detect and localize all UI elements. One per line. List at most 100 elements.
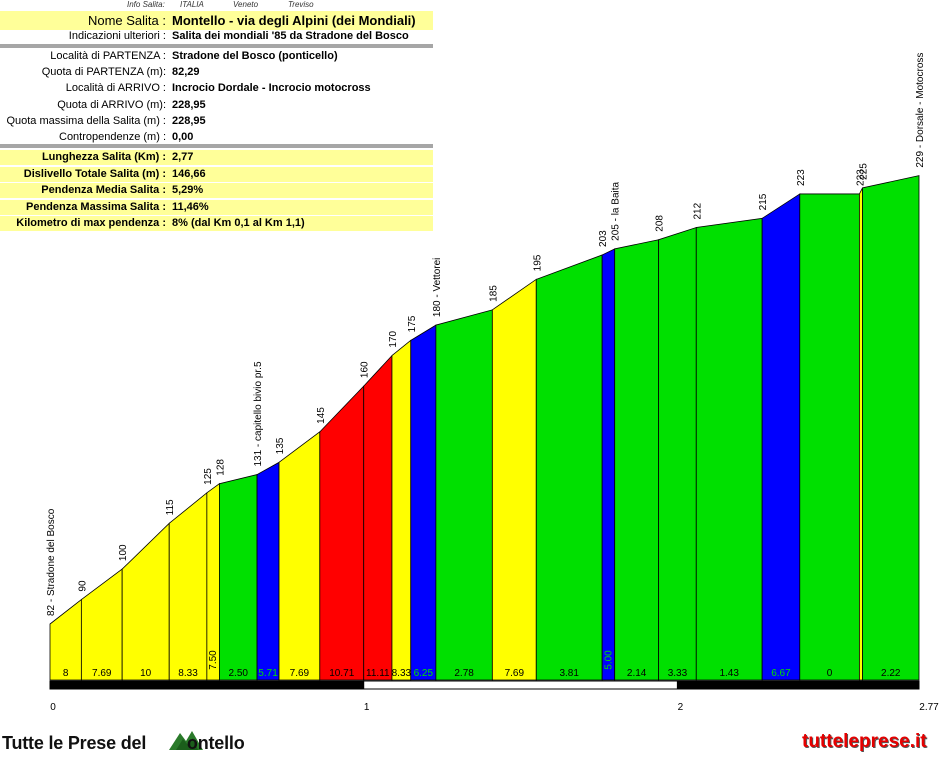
profile-segment — [319, 385, 365, 681]
info-header-1: ITALIA — [180, 0, 204, 9]
stat-label: Pendenza Massima Salita : — [26, 200, 166, 213]
altitude-label: 135 — [275, 437, 286, 454]
profile-segment — [862, 175, 920, 681]
altitude-label: 215 — [758, 193, 769, 210]
profile-segment — [695, 217, 763, 681]
altitude-label: 223 — [796, 169, 807, 186]
info-row: Località di ARRIVO : Incrocio Dordale - I… — [0, 81, 433, 96]
scale-bar-block — [363, 680, 678, 690]
profile-segment — [121, 522, 170, 681]
grade-label: 10 — [140, 668, 152, 679]
altitude-label: 145 — [316, 407, 327, 424]
profile-segment — [256, 461, 280, 681]
grade-label: 6.67 — [771, 668, 791, 679]
grade-label: 10.71 — [329, 668, 354, 679]
climb-name-row: Nome Salita : Montello - via degli Alpin… — [0, 11, 433, 30]
profile-segment — [658, 226, 697, 681]
website-link[interactable]: tutteleprese.it — [802, 731, 927, 752]
stat-value: 146,66 — [172, 167, 206, 180]
brand-suffix: ontello — [186, 733, 245, 753]
info-value: Stradone del Bosco (ponticello) — [172, 50, 338, 62]
profile-segment — [363, 354, 393, 681]
altitude-label: 212 — [692, 202, 703, 219]
info-label: Quota di PARTENZA (m): — [41, 66, 166, 79]
altitude-label: 131 - capitello bivio pr.5 — [253, 361, 264, 467]
grade-labels: 8 7.69 10 8.337.502.50 5.71 7.69 10.71 11.11 8.3… — [63, 650, 901, 679]
profile-segment — [435, 309, 493, 681]
km-tick-label: 0 — [50, 702, 56, 713]
grade-label: 5.00 — [603, 650, 614, 670]
grade-label: 7.69 — [92, 668, 112, 679]
info-label: Località di ARRIVO : — [65, 82, 166, 95]
grade-label: 8.33 — [178, 668, 198, 679]
stat-label: Lunghezza Salita (Km) : — [41, 151, 166, 163]
info-header-2: Veneto — [233, 0, 259, 9]
grade-label: 6.25 — [414, 668, 434, 679]
info-value: 0,00 — [172, 131, 194, 143]
altitude-label: 115 — [165, 499, 176, 515]
info-value: 82,29 — [172, 66, 200, 79]
profile-segment — [799, 193, 860, 681]
scale-bar-block — [49, 680, 365, 690]
grade-label: 2.22 — [881, 668, 901, 679]
altitude-label: 125 — [203, 468, 214, 485]
stat-value: 5,29% — [172, 184, 204, 197]
km-tick-labels: 0 1 2 2.77 — [50, 702, 939, 713]
info-row: Contropendenze (m) : 0,00 — [0, 130, 433, 145]
profile-segment — [535, 254, 603, 681]
separator — [0, 44, 433, 48]
altitude-label: 82 - Stradone del Bosco — [46, 508, 57, 616]
stat-value: 8% (dal Km 0,1 al Km 1,1) — [172, 217, 305, 230]
stat-label: Dislivello Totale Salita (m) : — [23, 167, 166, 180]
profile-segment — [168, 492, 208, 681]
stat-row: Pendenza Massima Salita : 11,46% — [0, 199, 433, 215]
stat-label: Kilometro di max pendenza : — [16, 217, 166, 230]
info-label: Località di PARTENZA : — [50, 50, 166, 62]
profile-segment — [410, 324, 437, 681]
altitude-label: 180 - Vettorei — [432, 258, 443, 317]
grade-label: 1.43 — [719, 668, 739, 679]
altitude-label: 223 — [855, 169, 866, 186]
grade-label: 2.78 — [454, 668, 474, 679]
altitude-label: 170 — [388, 330, 399, 347]
altitude-label: 203 — [598, 230, 609, 247]
grade-label: 11.11 — [366, 668, 390, 679]
km-scale-bar — [49, 680, 920, 690]
info-row: Quota massima della Salita (m) : 228,95 — [0, 114, 433, 129]
brand-text: Tutte le Prese del ontello — [2, 733, 245, 754]
separator — [0, 144, 433, 148]
climb-name-label: Nome Salita : — [87, 13, 166, 28]
grade-label: 5.71 — [258, 668, 278, 679]
grade-label: 8 — [63, 668, 69, 679]
extra-info-row: Indicazioni ulteriori : Salita dei mondi… — [0, 29, 433, 44]
brand-prefix: Tutte le Prese del — [2, 733, 151, 753]
altitude-label: 205 - la Baita — [611, 181, 622, 240]
stat-value: 2,77 — [172, 151, 194, 163]
info-label: Quota di ARRIVO (m): — [57, 98, 166, 111]
profile-segment — [858, 187, 863, 681]
grade-label: 3.81 — [559, 668, 579, 679]
stat-row: Pendenza Media Salita : 5,29% — [0, 183, 433, 199]
info-row: Località di PARTENZA : Stradone del Bosco… — [0, 49, 433, 64]
profile-segment — [278, 431, 321, 681]
stat-row: Kilometro di max pendenza : 8% (dal Km 0,… — [0, 216, 433, 232]
info-value: 228,95 — [172, 98, 206, 111]
grade-label: 7.69 — [505, 668, 525, 679]
montello-mountain-logo — [169, 731, 203, 750]
stat-row: Lunghezza Salita (Km) : 2,77 — [0, 150, 433, 165]
grade-label: 7.50 — [208, 650, 219, 670]
altitude-label: 229 - Dorsale - Motocross — [915, 53, 926, 168]
info-row: Quota di PARTENZA (m): 82,29 — [0, 65, 433, 80]
km-tick-label: 2.77 — [919, 702, 939, 713]
profile-segment — [614, 239, 660, 681]
profile-segment — [761, 193, 801, 681]
info-row: Quota di ARRIVO (m): 228,95 — [0, 98, 433, 113]
altitude-label: 195 — [532, 254, 543, 271]
stat-row: Dislivello Totale Salita (m) : 146,66 — [0, 166, 433, 182]
profile-segment — [491, 278, 537, 681]
profile-segment — [601, 248, 616, 681]
stat-value: 11,46% — [172, 200, 209, 213]
altitude-label: 160 — [360, 361, 371, 378]
climb-name-value: Montello - via degli Alpini (dei Mondial… — [172, 13, 416, 28]
